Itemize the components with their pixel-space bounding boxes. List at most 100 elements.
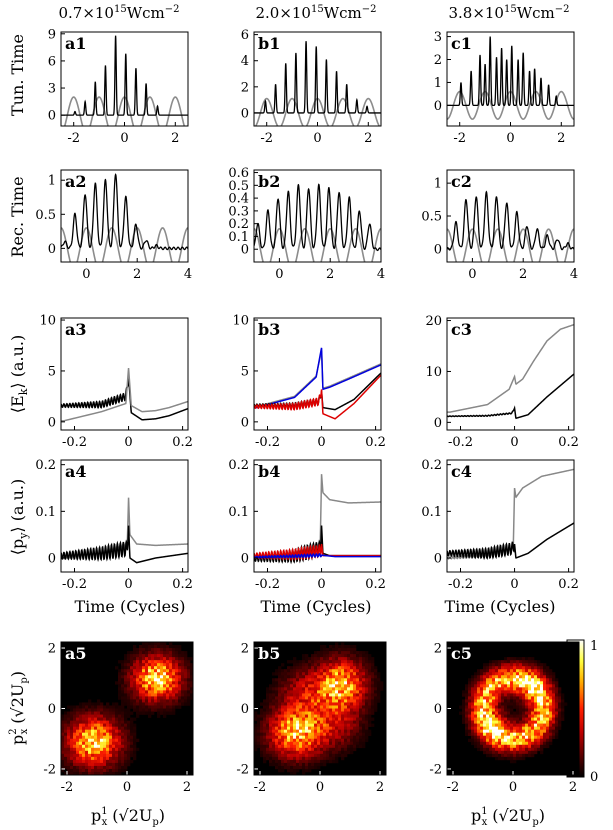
heatmap-cell — [302, 732, 306, 736]
heatmap-cell — [353, 657, 357, 661]
heatmap-cell — [546, 717, 550, 721]
heatmap-cell — [555, 708, 559, 712]
heatmap-cell — [561, 714, 565, 718]
heatmap-cell — [91, 723, 95, 727]
heatmap-cell — [290, 687, 294, 691]
heatmap-cell — [311, 750, 315, 755]
heatmap-cell — [269, 684, 273, 688]
heatmap-cell — [546, 744, 550, 749]
heatmap-cell — [489, 666, 493, 670]
heatmap-cell — [130, 654, 134, 658]
heatmap-cell — [362, 660, 366, 664]
heatmap-cell — [130, 711, 134, 715]
heatmap-cell — [362, 738, 366, 743]
heatmap-cell — [76, 750, 80, 755]
heatmap-cell — [368, 711, 372, 715]
heatmap-cell — [332, 681, 336, 685]
heatmap-cell — [528, 723, 532, 727]
heatmap-cell — [272, 693, 276, 697]
heatmap-cell — [377, 684, 381, 688]
distribution-line — [447, 190, 574, 251]
heatmap-cell — [335, 750, 339, 755]
heatmap-cell — [516, 678, 520, 682]
heatmap-cell — [88, 771, 92, 776]
heatmap-cell — [151, 657, 155, 661]
heatmap-cell — [344, 663, 348, 667]
heatmap-cell — [118, 756, 122, 761]
heatmap-cell — [516, 690, 520, 694]
heatmap-cell — [344, 690, 348, 694]
heatmap-cell — [106, 711, 110, 715]
heatmap-cell — [477, 678, 481, 682]
heatmap-cell — [522, 663, 526, 667]
heatmap-cell — [296, 708, 300, 712]
heatmap-cell — [181, 702, 185, 706]
heatmap-cell — [64, 711, 68, 715]
heatmap-cell — [145, 705, 149, 709]
heatmap-cell — [323, 675, 327, 679]
heatmap-cell — [254, 741, 258, 746]
heatmap-cell — [121, 666, 125, 670]
heatmap-cell — [257, 738, 261, 743]
axes-frame-b4 — [253, 459, 382, 573]
heatmap-cell — [178, 645, 182, 649]
panel-label-c2: c2 — [451, 172, 472, 191]
heatmap-cell — [558, 708, 562, 712]
heatmap-cell — [130, 753, 134, 758]
heatmap-cell — [136, 705, 140, 709]
heatmap-cell — [501, 684, 505, 688]
heatmap-cell — [64, 771, 68, 776]
heatmap-cell — [347, 717, 351, 721]
heatmap-cell — [187, 687, 191, 691]
heatmap-cell — [281, 684, 285, 688]
heatmap-cell — [160, 660, 164, 664]
heatmap-cell — [73, 768, 77, 773]
heatmap-cell — [528, 717, 532, 721]
heatmap-cell — [103, 738, 107, 743]
heatmap-cell — [109, 753, 113, 758]
heatmap-cell — [341, 660, 345, 664]
heatmap-cell — [175, 702, 179, 706]
heatmap-cell — [332, 720, 336, 724]
heatmap-cell — [549, 684, 553, 688]
heatmap-cell — [272, 744, 276, 749]
heatmap-cell — [269, 747, 273, 752]
heatmap-cell — [151, 663, 155, 667]
heatmap-cell — [118, 705, 122, 709]
heatmap-cell — [76, 705, 80, 709]
heatmap-cell — [495, 705, 499, 709]
heatmap-cell — [519, 687, 523, 691]
heatmap-cell — [296, 756, 300, 761]
heatmap-cell — [178, 699, 182, 703]
heatmap-cell — [100, 771, 104, 776]
heatmap-cell — [528, 672, 532, 676]
heatmap-cell — [540, 693, 544, 697]
heatmap-cell — [118, 717, 122, 721]
heatmap-cell — [85, 765, 89, 770]
heatmap-cell — [148, 696, 152, 700]
heatmap-cell — [64, 714, 68, 718]
heatmap-cell — [281, 723, 285, 727]
heatmap-cell — [124, 660, 128, 664]
heatmap-cell — [284, 720, 288, 724]
heatmap-cell — [175, 705, 179, 709]
heatmap-cell — [260, 735, 264, 740]
y-tick-label: 0 — [241, 106, 249, 121]
heatmap-cell — [531, 696, 535, 700]
heatmap-cell — [522, 702, 526, 706]
heatmap-cell — [317, 750, 321, 755]
heatmap-cell — [136, 708, 140, 712]
heatmap-cell — [471, 699, 475, 703]
heatmap-cell — [368, 657, 372, 661]
heatmap-cell — [112, 732, 116, 736]
heatmap-cell — [88, 756, 92, 761]
heatmap-cell — [305, 765, 309, 770]
heatmap-cell — [302, 663, 306, 667]
heatmap-cell — [531, 675, 535, 679]
heatmap-cell — [142, 705, 146, 709]
heatmap-cell — [275, 762, 279, 767]
heatmap-cell — [465, 711, 469, 715]
heatmap-cell — [166, 666, 170, 670]
heatmap-cell — [489, 750, 493, 755]
heatmap-cell — [516, 720, 520, 724]
